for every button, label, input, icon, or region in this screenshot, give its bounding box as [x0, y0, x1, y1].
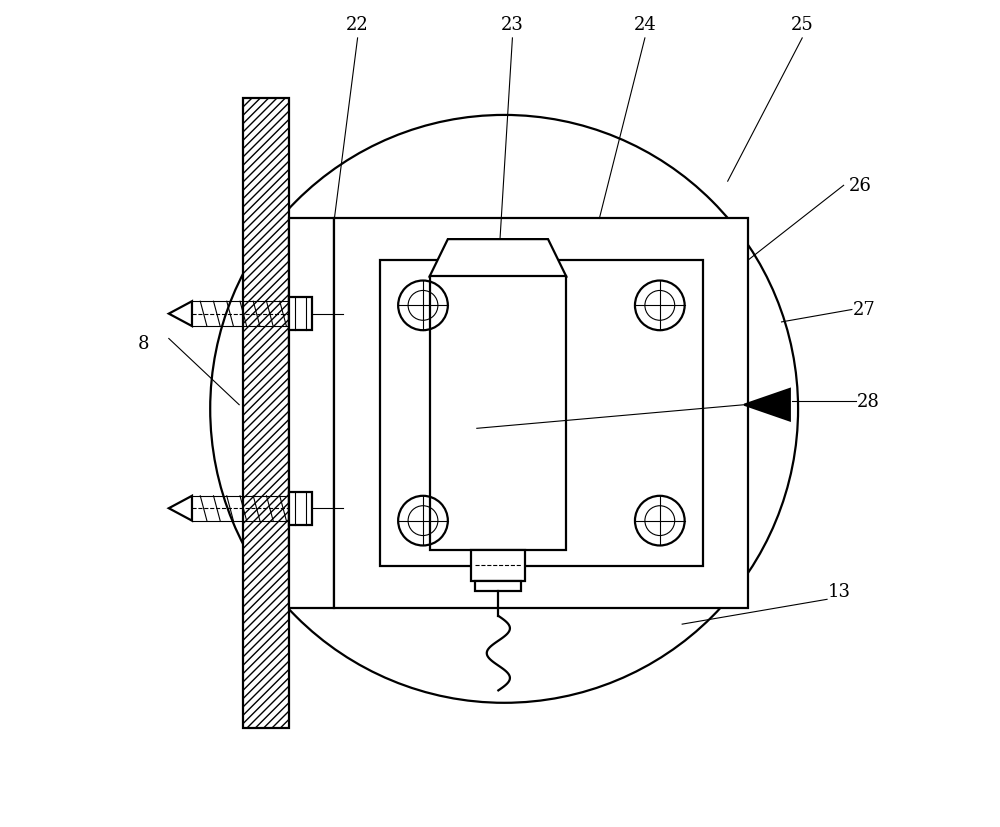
Bar [475, 581, 521, 591]
Bar [243, 99, 289, 728]
Bar [430, 277, 566, 550]
Polygon shape [430, 240, 566, 277]
Text: 28: 28 [857, 392, 880, 410]
Text: 27: 27 [853, 301, 876, 319]
Text: 13: 13 [828, 582, 851, 600]
Polygon shape [169, 496, 192, 521]
Text: 8: 8 [138, 334, 150, 352]
Text: 24: 24 [634, 16, 656, 34]
Bar [380, 261, 703, 566]
Bar [289, 298, 312, 331]
Bar [243, 99, 289, 728]
Text: 23: 23 [501, 16, 524, 34]
Text: 25: 25 [791, 16, 814, 34]
Bar [289, 492, 312, 525]
Bar [334, 219, 748, 608]
Text: 22: 22 [346, 16, 369, 34]
Polygon shape [169, 302, 192, 327]
Bar [471, 550, 525, 581]
Text: 26: 26 [849, 177, 872, 195]
Bar [289, 219, 334, 608]
Polygon shape [744, 390, 790, 421]
